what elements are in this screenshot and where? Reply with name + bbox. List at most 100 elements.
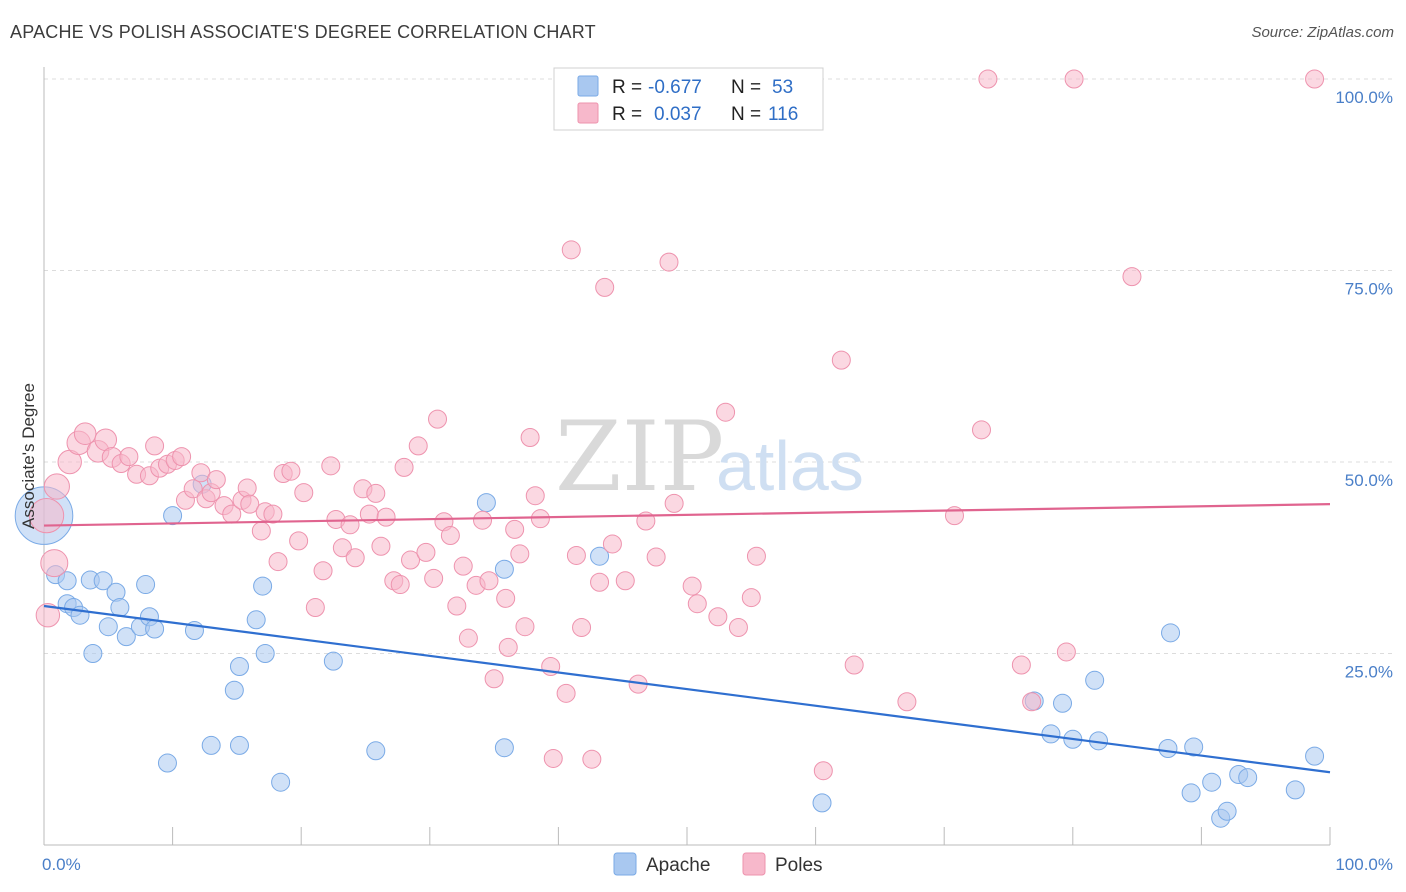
point-poles-66 (484, 669, 504, 689)
point-poles-90 (664, 493, 684, 513)
point-apache-25 (246, 610, 266, 630)
point-poles-59 (440, 526, 460, 546)
trend-line-poles (43, 503, 1331, 527)
series-legend-label-poles[interactable]: Poles (775, 855, 823, 876)
stats-legend-frame (553, 67, 824, 131)
point-poles-107 (1056, 642, 1076, 662)
point-poles-61 (453, 556, 473, 576)
point-apache-37 (1041, 724, 1061, 744)
tick-labels: 100.0% 75.0% 50.0% 25.0% 0.0% 100.0% (42, 88, 1393, 874)
point-apache-40 (1085, 670, 1105, 690)
point-poles-101 (897, 692, 917, 712)
point-poles-51 (390, 575, 410, 595)
series-legend-label-apache[interactable]: Apache (646, 855, 710, 876)
chart-title: APACHE VS POLISH ASSOCIATE'S DEGREE CORR… (10, 22, 596, 42)
point-poles-71 (515, 617, 535, 637)
point-poles-82 (590, 572, 610, 592)
legend-n-label-apache: N = (731, 77, 761, 98)
point-poles-42 (332, 538, 352, 558)
y-tick-label-3: 25.0% (1345, 663, 1393, 682)
point-poles-77 (556, 683, 576, 703)
point-poles-2 (40, 549, 69, 578)
point-poles-60 (447, 596, 467, 616)
point-apache-44 (1181, 783, 1201, 803)
point-apache-26 (253, 576, 273, 596)
point-apache-32 (494, 559, 514, 579)
point-poles-52 (394, 457, 414, 477)
legend-n-value-poles: 116 (768, 104, 798, 125)
point-poles-72 (520, 427, 540, 447)
point-apache-50 (1238, 768, 1258, 788)
point-apache-46 (1202, 772, 1222, 792)
point-poles-49 (376, 507, 396, 527)
y-axis-label: Associate's Degree (19, 383, 38, 529)
point-poles-104 (978, 69, 998, 89)
point-poles-94 (716, 402, 736, 422)
x-tick-label-0: 0.0% (42, 855, 81, 874)
point-poles-65 (479, 571, 499, 591)
point-poles-48 (371, 536, 391, 556)
point-poles-89 (659, 252, 679, 272)
point-apache-30 (366, 741, 386, 761)
point-poles-68 (498, 637, 518, 657)
point-apache-52 (1305, 746, 1325, 766)
point-poles-39 (313, 561, 333, 581)
point-poles-64 (473, 510, 493, 530)
point-poles-3 (43, 473, 70, 500)
point-poles-108 (1064, 69, 1084, 89)
point-poles-38 (305, 598, 325, 618)
point-poles-47 (366, 483, 386, 503)
point-poles-98 (813, 761, 833, 781)
point-poles-29 (240, 494, 260, 514)
point-poles-56 (424, 568, 444, 588)
point-apache-42 (1158, 738, 1178, 758)
source-label: Source: ZipAtlas.com (1251, 24, 1394, 41)
point-apache-34 (590, 546, 610, 566)
point-poles-40 (321, 456, 341, 476)
watermark: ZIP atlas (555, 401, 864, 513)
series-legend-swatch-poles[interactable] (742, 852, 766, 876)
point-poles-20 (183, 479, 203, 499)
point-poles-106 (1022, 692, 1042, 712)
data-points (14, 69, 1325, 828)
axes (43, 67, 1331, 846)
point-poles-96 (741, 588, 761, 608)
point-poles-83 (595, 277, 615, 297)
point-poles-103 (971, 420, 991, 440)
point-apache-12 (116, 627, 136, 647)
point-apache-35 (812, 793, 832, 813)
point-apache-43 (1161, 623, 1181, 643)
point-poles-93 (708, 607, 728, 627)
y-tick-label-1: 75.0% (1345, 280, 1393, 299)
point-poles-62 (458, 628, 478, 648)
point-apache-14 (136, 575, 156, 595)
point-poles-95 (728, 617, 748, 637)
stats-legend: R = -0.677 N = 53 R = 0.037 N = 116 (553, 67, 824, 131)
point-poles-33 (268, 552, 288, 572)
point-poles-100 (844, 655, 864, 675)
point-apache-21 (201, 735, 221, 755)
point-poles-92 (687, 594, 707, 614)
point-poles-74 (530, 509, 550, 529)
point-apache-33 (494, 738, 514, 758)
legend-r-label-apache: R = (612, 77, 642, 98)
point-poles-99 (831, 350, 851, 370)
y-tick-label-0: 100.0% (1335, 88, 1393, 107)
trend-line-apache (43, 604, 1331, 774)
legend-r-value-apache: -0.677 (648, 77, 702, 98)
series-legend-swatch-apache[interactable] (613, 852, 637, 876)
point-apache-2 (57, 571, 77, 591)
watermark-atlas: atlas (716, 427, 864, 505)
point-apache-18 (163, 506, 183, 526)
point-poles-57 (428, 409, 448, 429)
point-poles-110 (1305, 69, 1325, 89)
point-apache-45 (1184, 737, 1204, 757)
point-apache-8 (93, 571, 113, 591)
point-poles-76 (543, 748, 563, 768)
point-poles-28 (237, 478, 257, 498)
point-poles-69 (505, 519, 525, 539)
point-poles-88 (646, 547, 666, 567)
point-apache-16 (145, 619, 165, 639)
point-poles-55 (416, 542, 436, 562)
